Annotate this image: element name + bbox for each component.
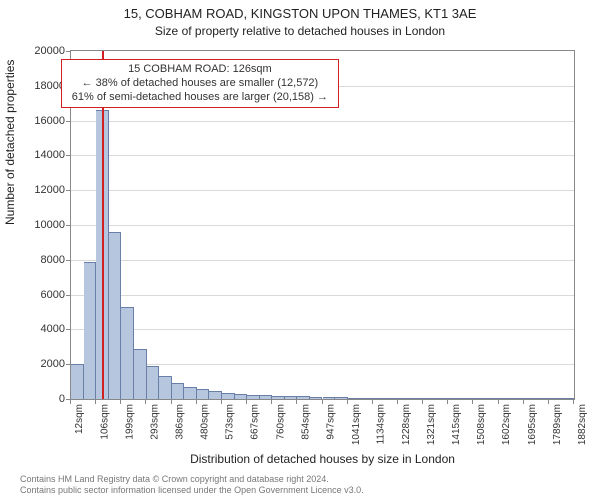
x-tick-mark [296,400,297,404]
gridline [71,329,574,330]
y-tick-label: 6000 [41,289,65,301]
gridline [71,260,574,261]
plot-area: 15 COBHAM ROAD: 126sqm ← 38% of detached… [70,50,575,400]
histogram-bar [222,393,235,399]
histogram-bar [184,387,197,399]
annotation-line-3: 61% of semi-detached houses are larger (… [72,91,328,105]
histogram-bar [436,398,449,399]
x-tick-mark [196,400,197,404]
histogram-bar [360,398,373,399]
histogram-bar [385,398,398,399]
histogram-bar [247,395,259,399]
histogram-bar [373,398,386,399]
x-tick-mark [271,400,272,404]
x-tick-mark [347,400,348,404]
histogram-bar [486,398,499,399]
x-tick-mark [573,400,574,404]
y-tick-label: 14000 [34,149,65,161]
y-tick-label: 0 [59,393,65,405]
gridline [71,225,574,226]
y-tick-label: 2000 [41,358,65,370]
x-tick-mark [422,400,423,404]
histogram-bar [209,391,222,399]
x-tick-mark [472,400,473,404]
histogram-bar [159,376,172,399]
y-tick-label: 4000 [41,323,65,335]
histogram-bar [272,396,285,399]
y-tick-label: 16000 [34,115,65,127]
histogram-bar [197,389,209,399]
y-tick-label: 10000 [34,219,65,231]
histogram-bar [260,395,273,399]
histogram-bar [323,397,336,399]
x-tick-mark [548,400,549,404]
histogram-bar [461,398,474,399]
chart-container: 15, COBHAM ROAD, KINGSTON UPON THAMES, K… [0,0,600,500]
x-tick-mark [221,400,222,404]
y-tick-label: 20000 [34,45,65,57]
gridline [71,121,574,122]
x-tick-mark [70,400,71,404]
histogram-bar [134,349,147,399]
footer-line-2: Contains public sector information licen… [20,485,364,496]
annotation-line-2: ← 38% of detached houses are smaller (12… [72,77,328,91]
x-tick-mark [322,400,323,404]
x-tick-mark [120,400,121,404]
y-axis-title: Number of detached properties [3,60,17,225]
histogram-bar [511,398,524,399]
histogram-bar [109,232,122,399]
histogram-bar [448,398,460,399]
chart-subtitle: Size of property relative to detached ho… [0,24,600,38]
histogram-bar [310,397,323,399]
y-tick-label: 12000 [34,184,65,196]
chart-title: 15, COBHAM ROAD, KINGSTON UPON THAMES, K… [0,6,600,21]
histogram-bar [348,398,360,399]
histogram-bar [235,394,248,399]
histogram-bar [297,396,309,399]
histogram-bar [410,398,423,399]
x-tick-mark [397,400,398,404]
x-tick-mark [498,400,499,404]
histogram-bar [524,398,537,399]
histogram-bar [172,383,185,399]
footer-attribution: Contains HM Land Registry data © Crown c… [20,474,364,496]
histogram-bar [561,398,574,399]
x-tick-mark [171,400,172,404]
x-tick-mark [523,400,524,404]
gridline [71,190,574,191]
x-tick-mark [246,400,247,404]
x-axis-title: Distribution of detached houses by size … [70,452,575,466]
annotation-line-1: 15 COBHAM ROAD: 126sqm [72,63,328,77]
x-tick-mark [145,400,146,404]
histogram-bar [71,364,84,399]
annotation-box: 15 COBHAM ROAD: 126sqm ← 38% of detached… [61,59,339,108]
histogram-bar [335,397,348,399]
footer-line-1: Contains HM Land Registry data © Crown c… [20,474,364,485]
gridline [71,295,574,296]
x-tick-mark [372,400,373,404]
x-tick-mark [447,400,448,404]
histogram-bar [398,398,410,399]
histogram-bar [121,307,134,399]
histogram-bar [499,398,511,399]
histogram-bar [473,398,486,399]
histogram-bar [549,398,561,399]
histogram-bar [84,262,97,399]
histogram-bar [285,396,298,399]
histogram-bar [423,398,436,399]
y-tick-label: 8000 [41,254,65,266]
gridline [71,155,574,156]
histogram-bar [147,366,159,399]
histogram-bar [536,398,549,399]
x-tick-mark [95,400,96,404]
